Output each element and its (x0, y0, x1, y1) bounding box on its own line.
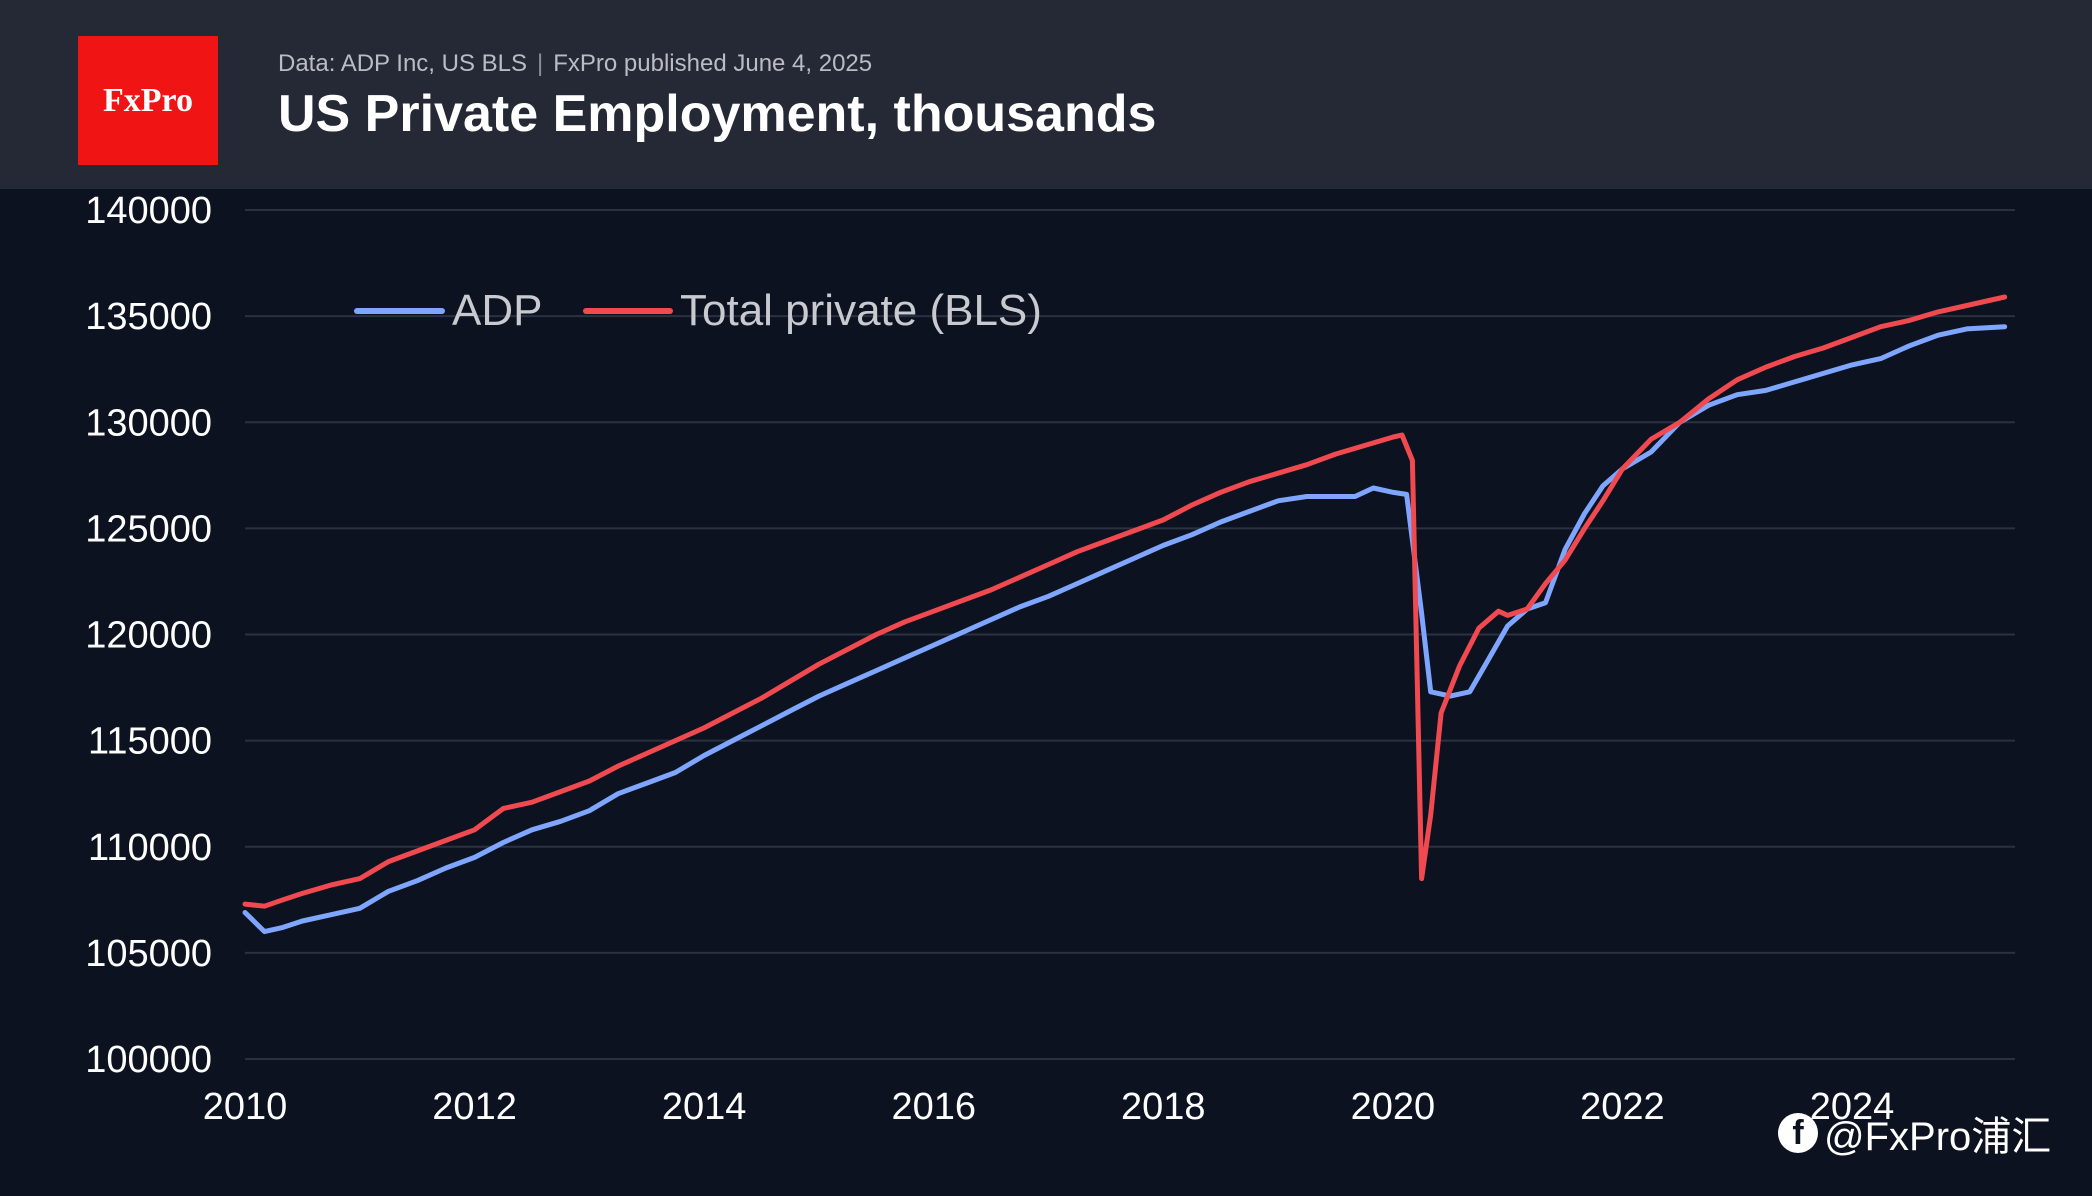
source-line: Data: ADP Inc, US BLS | FxPro published Ju… (278, 50, 872, 78)
x-tick-label: 2010 (203, 1086, 288, 1128)
y-tick-label: 115000 (88, 721, 212, 763)
grid-lines (245, 209, 2015, 1060)
header-bar: FxPro Data: ADP Inc, US BLS | FxPro publis… (0, 0, 2092, 189)
separator: | (537, 50, 544, 77)
data-source: Data: ADP Inc, US BLS (278, 50, 528, 77)
series-lines (242, 294, 2008, 935)
x-tick-label: 2018 (1121, 1086, 1206, 1128)
logo-text: FxPro (102, 81, 193, 119)
y-tick-label: 100000 (85, 1039, 212, 1081)
y-tick-label: 125000 (85, 508, 212, 550)
chart-title: US Private Employment, thousands (278, 85, 1157, 143)
y-tick-label: 105000 (85, 933, 212, 975)
watermark: f @FxPro浦汇 (1778, 1104, 2051, 1162)
y-axis-ticks: 100000 105000 110000 115000 120000 125000 1300… (85, 190, 212, 1081)
x-tick-label: 2016 (891, 1086, 976, 1128)
watermark-text: @FxPro浦汇 (1824, 1115, 2052, 1159)
x-axis-ticks: 2010 2012 2014 2016 2018 2020 2022 2024 (203, 1086, 1895, 1128)
legend-label-total-private: Total private (BLS) (680, 286, 1042, 335)
y-tick-label: 110000 (88, 827, 212, 869)
y-tick-label: 135000 (85, 296, 212, 338)
series-line-adp (242, 324, 2008, 935)
x-tick-label: 2022 (1580, 1086, 1665, 1128)
legend-label-adp: ADP (452, 286, 542, 335)
x-tick-label: 2020 (1351, 1086, 1436, 1128)
x-tick-label: 2024 (1810, 1086, 1895, 1128)
fxpro-logo: FxPro (78, 36, 218, 165)
y-tick-label: 130000 (85, 402, 212, 444)
y-tick-label: 140000 (85, 190, 212, 232)
y-tick-label: 120000 (85, 615, 212, 657)
facebook-icon: f (1778, 1113, 1818, 1153)
x-tick-label: 2014 (662, 1086, 747, 1128)
x-tick-label: 2012 (432, 1086, 517, 1128)
published-date: FxPro published June 4, 2025 (553, 50, 873, 77)
series-line-total-private (242, 294, 2008, 909)
legend: ADP Total private (BLS) (354, 286, 1042, 335)
